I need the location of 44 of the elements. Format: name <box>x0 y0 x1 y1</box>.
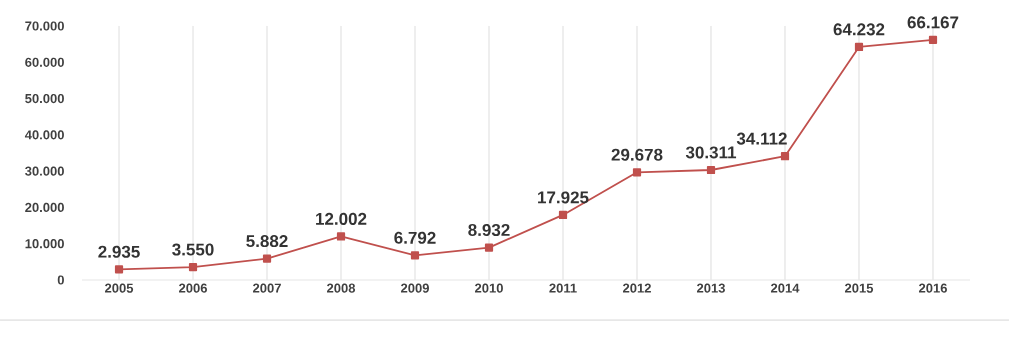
y-tick-label: 50.000 <box>25 93 64 104</box>
data-label: 8.932 <box>468 223 510 237</box>
y-tick-label: 70.000 <box>25 21 64 31</box>
y-tick-label: 30.000 <box>25 166 64 176</box>
y-tick-label: 10.000 <box>25 239 64 249</box>
x-tick-label: 2010 <box>475 283 503 293</box>
point <box>484 243 494 252</box>
point <box>262 254 272 263</box>
point <box>780 152 790 161</box>
x-tick-label: 2005 <box>105 283 134 293</box>
data-label: 17.925 <box>538 191 589 204</box>
data-label: 12.002 <box>316 212 367 225</box>
point <box>854 42 864 52</box>
x-tick-label: 2015 <box>844 283 874 293</box>
data-label: 64.232 <box>833 23 885 36</box>
x-tick-label: 2016 <box>918 283 947 293</box>
point <box>410 251 420 260</box>
x-tick-label: 2007 <box>253 283 281 293</box>
data-label: 66.167 <box>907 16 959 29</box>
x-tick-label: 2008 <box>327 283 356 293</box>
data-label: 5.882 <box>246 235 288 248</box>
y-tick-label: 40.000 <box>24 130 64 140</box>
data-label: 2.935 <box>98 245 140 258</box>
x-tick-label: 2012 <box>623 283 651 293</box>
point <box>336 232 346 241</box>
point <box>114 265 124 274</box>
data-label: 34.112 <box>736 132 787 145</box>
point <box>188 263 198 272</box>
point <box>706 165 716 175</box>
y-tick-label: 20.000 <box>25 202 64 213</box>
point <box>928 35 938 44</box>
data-label: 29.678 <box>611 148 663 161</box>
x-tick-label: 2014 <box>770 283 800 293</box>
x-tick-label: 2006 <box>179 283 207 293</box>
x-tick-label: 2013 <box>696 283 725 293</box>
data-label: 3.550 <box>172 243 214 256</box>
point <box>558 210 568 220</box>
point <box>632 168 642 177</box>
data-label: 30.311 <box>685 146 737 159</box>
x-tick-label: 2011 <box>549 283 577 293</box>
y-tick-label: 60.000 <box>25 57 64 67</box>
y-tick-label: 0 <box>57 275 64 285</box>
data-label: 6.792 <box>394 231 436 244</box>
x-tick-label: 2009 <box>401 283 429 293</box>
